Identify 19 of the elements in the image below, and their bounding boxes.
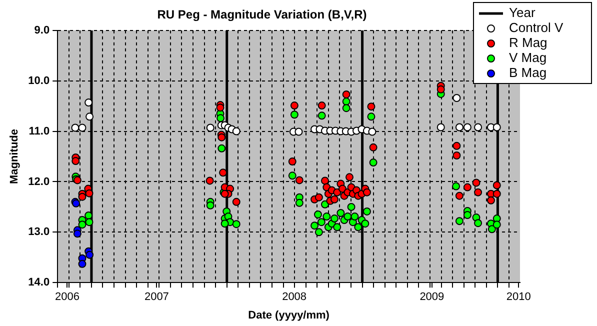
y-axis-title: Magnitude: [8, 129, 21, 184]
y-tick-label: 11.0: [28, 125, 50, 138]
x-tick-label: 2007: [144, 291, 169, 304]
y-tick-label: 9.0: [34, 24, 50, 36]
chart-title: RU Peg - Magnitude Variation (B,V,R): [157, 8, 367, 22]
y-tick-label: 12.0: [28, 176, 50, 188]
legend-label: Year: [509, 5, 536, 20]
legend-label: Control V: [509, 20, 564, 36]
x-tick-label: 2008: [282, 291, 307, 304]
x-tick-label: 2010: [506, 291, 531, 304]
y-tick-label: 10.0: [28, 74, 50, 87]
legend-label: B Mag: [509, 65, 547, 80]
x-axis-title: Date (yyyy/mm): [248, 309, 330, 322]
y-tick-label: 13.0: [28, 226, 50, 238]
x-tick-label: 2006: [55, 291, 80, 304]
legend-label: V Mag: [509, 50, 547, 66]
y-tick-label: 14.0: [28, 276, 50, 289]
legend-label: R Mag: [509, 35, 548, 50]
x-tick-label: 2009: [420, 291, 444, 304]
